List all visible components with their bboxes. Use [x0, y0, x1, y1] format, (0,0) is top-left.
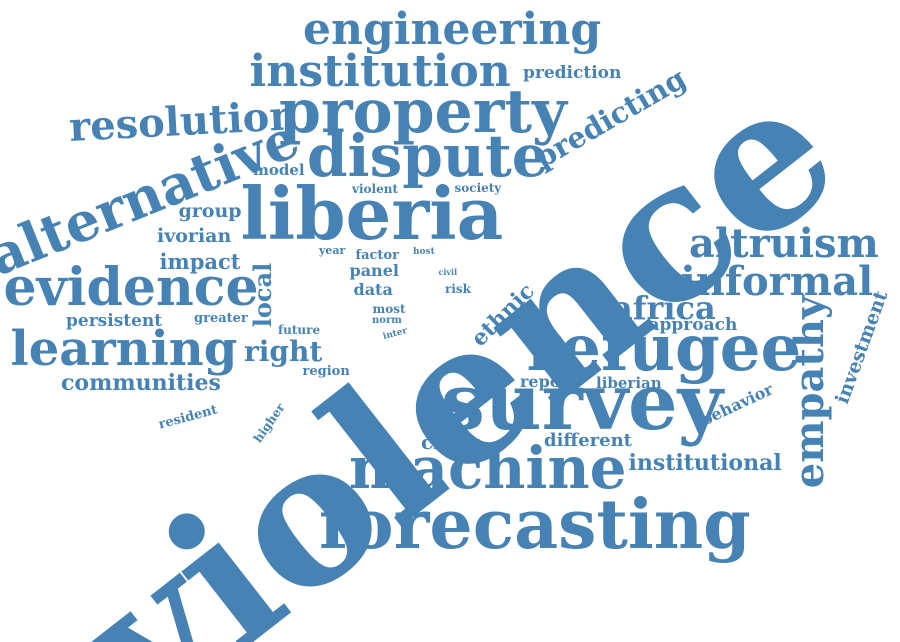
word-investment: investment — [831, 287, 893, 407]
word-right: right — [244, 335, 323, 368]
word-year: year — [319, 243, 346, 257]
word-dispute: dispute — [307, 122, 549, 190]
word-norm: norm — [372, 315, 402, 326]
word-altruism: altruism — [689, 220, 879, 267]
word-crisis: crisis — [421, 430, 482, 454]
word-empathy: empathy — [786, 295, 834, 489]
word-panel: panel — [349, 261, 399, 280]
word-future: future — [278, 323, 321, 337]
word-liberia: liberia — [240, 171, 504, 256]
word-most: most — [372, 302, 406, 316]
word-persistent: persistent — [66, 310, 163, 331]
word-institution: institution — [249, 46, 511, 97]
word-learning: learning — [10, 321, 238, 377]
word-local: local — [248, 262, 278, 328]
word-property: property — [279, 77, 567, 147]
word-region: region — [302, 363, 350, 379]
word-host: host — [413, 246, 435, 257]
word-ivorian: ivorian — [157, 224, 232, 247]
word-risk: risk — [445, 282, 471, 296]
word-data: data — [353, 280, 393, 299]
word-violent: violent — [352, 182, 398, 196]
word-civil: civil — [438, 267, 458, 277]
word-liberian: liberian — [596, 373, 662, 392]
word-different: different — [544, 430, 632, 451]
word-africa: africa — [612, 289, 716, 327]
word-factor: factor — [355, 247, 399, 263]
word-greater: greater — [194, 310, 248, 326]
word-forecasting: forecasting — [319, 485, 751, 565]
word-impact: impact — [159, 248, 241, 274]
word-society: society — [454, 181, 502, 195]
word-machine: machine — [349, 434, 627, 502]
word-institutional: institutional — [628, 450, 782, 476]
word-informal: informal — [680, 258, 874, 305]
word-approach: approach — [648, 314, 738, 335]
word-report: report — [520, 372, 577, 391]
word-prediction: prediction — [523, 62, 622, 83]
word-group: group — [178, 199, 242, 222]
word-model: model — [253, 160, 305, 179]
word-engineering: engineering — [303, 4, 602, 55]
word-evidence: evidence — [3, 257, 259, 318]
word-communities: communities — [61, 370, 221, 396]
word-refugee: refugee — [526, 311, 802, 386]
word-resident: resident — [157, 401, 220, 433]
word-survey: survey — [441, 357, 723, 448]
